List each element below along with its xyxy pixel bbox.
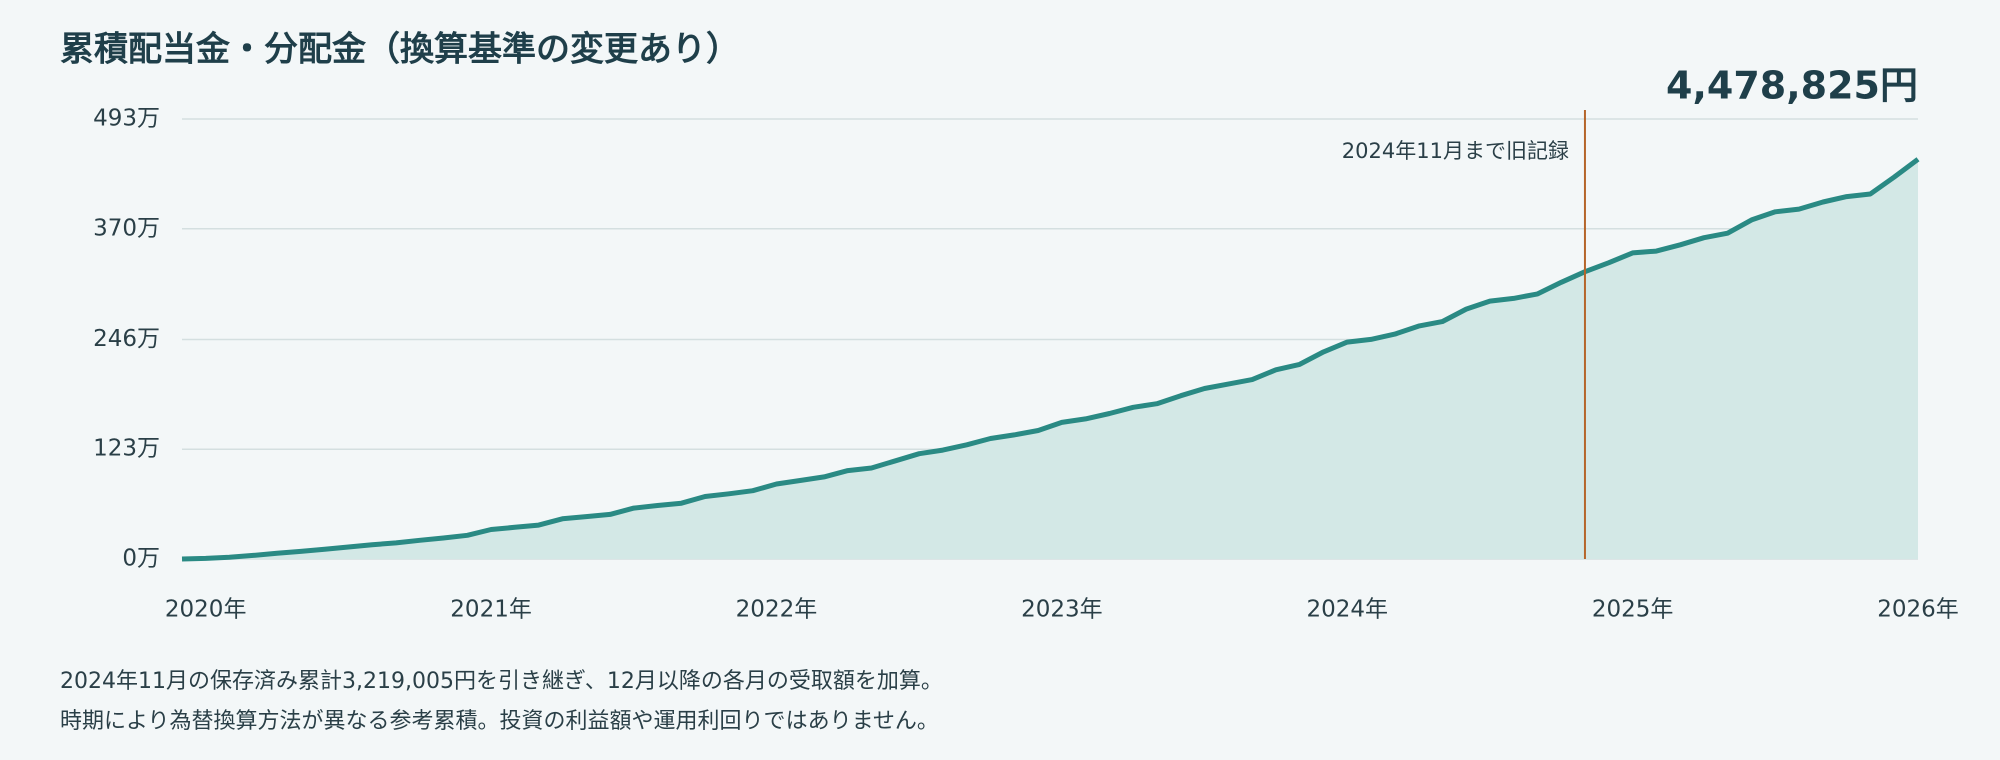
x-tick-label: 2021年 (450, 597, 532, 623)
chart-title: 累積配当金・分配金（換算基準の変更あり） (60, 30, 740, 70)
y-tick-label: 0万 (122, 546, 160, 572)
note: 2024年11月の保存済み累計3,219,005円を引き継ぎ、12月以降の各月の… (60, 669, 943, 694)
x-tick-label: 2023年 (1021, 597, 1103, 623)
marker-label: 2024年11月まで旧記録 (1342, 139, 1569, 163)
x-tick-label: 2024年 (1306, 597, 1388, 623)
x-tick-label: 2025年 (1592, 597, 1674, 623)
line (181, 157, 1920, 562)
x-tick-label: 2020年 (165, 597, 247, 623)
x-tick-label: 2026年 (1877, 597, 1959, 623)
area (182, 159, 1918, 560)
y-tick-label: 370万 (93, 215, 160, 241)
y-tick-label: 246万 (93, 326, 160, 352)
y-tick-label: 123万 (93, 436, 160, 462)
x-tick-label: 2022年 (736, 597, 818, 623)
y-tick-label: 493万 (93, 106, 160, 132)
total-label: 4,478,825円 (1666, 64, 1918, 108)
note: 時期により為替換算方法が異なる参考累積。投資の利益額や運用利回りではありません。 (60, 709, 939, 734)
